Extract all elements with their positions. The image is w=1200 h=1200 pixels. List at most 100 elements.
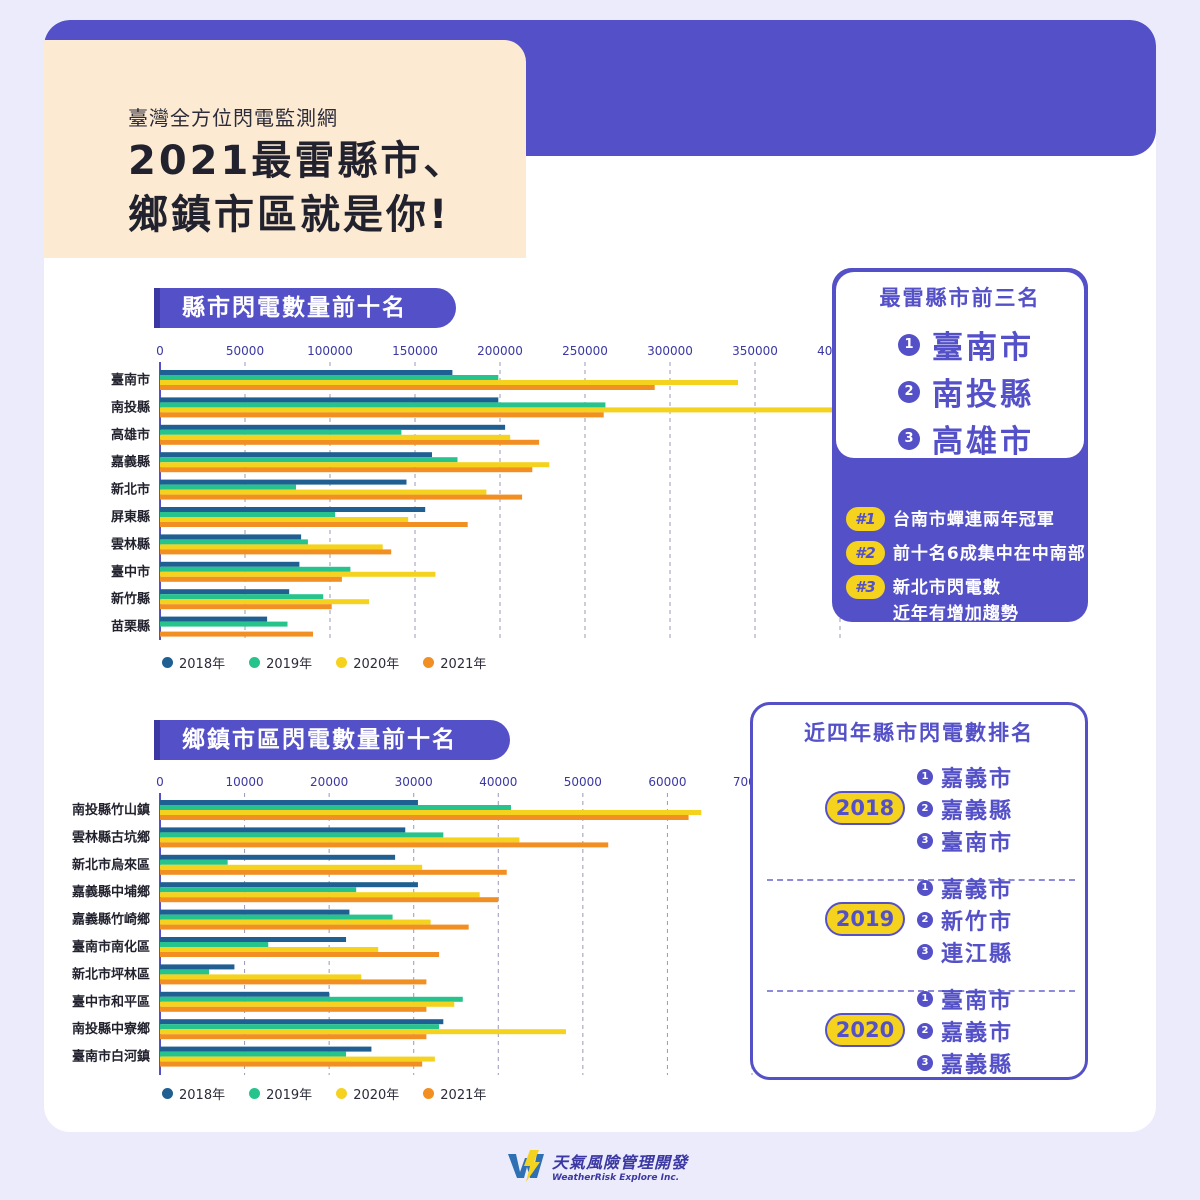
note-text-line-2: 近年有增加趨勢 bbox=[892, 604, 1019, 624]
county-bar-2021 bbox=[160, 412, 604, 418]
township-category-label: 嘉義縣中埔鄉 bbox=[71, 884, 150, 900]
ranking-name: 嘉義市 bbox=[941, 767, 1014, 792]
county-bar-2018 bbox=[160, 452, 432, 458]
county-x-tick-label: 350000 bbox=[732, 344, 778, 358]
ranking-item: 2 新竹市 bbox=[917, 904, 1013, 936]
top3-item-1: 1 臺南市 bbox=[898, 322, 1034, 367]
ranking-name: 嘉義市 bbox=[941, 1021, 1014, 1046]
legend-dot-2021 bbox=[423, 1088, 435, 1099]
county-x-tick-label: 250000 bbox=[562, 344, 608, 358]
township-bar-2021 bbox=[160, 842, 609, 848]
top3-name: 高雄市 bbox=[932, 424, 1034, 460]
legend-dot-2018 bbox=[162, 1088, 173, 1099]
township-bar-2019 bbox=[160, 805, 511, 810]
township-x-tick-label: 50000 bbox=[564, 775, 602, 789]
county-bar-2020 bbox=[160, 599, 370, 605]
township-bar-2021 bbox=[160, 1034, 427, 1040]
township-bar-2020 bbox=[160, 864, 423, 870]
township-bar-2020 bbox=[160, 810, 702, 815]
county-bar-2021 bbox=[160, 385, 655, 390]
county-category-label: 新竹縣 bbox=[111, 591, 150, 607]
ranking-item: 3 臺南市 bbox=[917, 825, 1013, 857]
ranking-group-2019: 2019 1 嘉義市 2 新竹市 3 連江縣 bbox=[753, 864, 1085, 972]
top3-name: 南投縣 bbox=[932, 377, 1034, 413]
township-bar-2021 bbox=[160, 979, 427, 985]
county-bar-2018 bbox=[160, 589, 290, 595]
township-bar-2021 bbox=[160, 897, 499, 903]
legend-2018: 2018年 bbox=[162, 653, 225, 672]
ranking-group-2020: 2020 1 臺南市 2 嘉義市 3 嘉義縣 bbox=[753, 975, 1085, 1083]
note-text: 前十名6成集中在中南部 bbox=[892, 544, 1086, 564]
note-text: 新北市閃電數 近年有增加趨勢 bbox=[893, 575, 1019, 627]
township-bar-2018 bbox=[160, 991, 330, 997]
headline-line-2: 鄉鎮市區就是你! bbox=[128, 192, 451, 238]
township-chart-legend: 2018年 2019年 2020年 2021年 bbox=[162, 1084, 486, 1103]
county-bar-2021 bbox=[160, 576, 342, 582]
township-bar-2021 bbox=[160, 815, 689, 820]
rank-number-badge: 2 bbox=[917, 1023, 933, 1039]
county-bar-2018 bbox=[160, 534, 302, 540]
ranking-item: 1 嘉義市 bbox=[917, 872, 1013, 904]
note-tag: #2 bbox=[846, 541, 885, 565]
county-bar-2019 bbox=[160, 429, 402, 435]
ranking-name: 臺南市 bbox=[941, 989, 1014, 1014]
rank-number-badge: 1 bbox=[898, 333, 920, 356]
top3-inner: 最雷縣市前三名 1 臺南市 2 南投縣 3 高雄市 bbox=[836, 272, 1084, 460]
legend-dot-2020 bbox=[336, 657, 348, 668]
township-category-label: 臺中市和平區 bbox=[72, 994, 150, 1010]
township-bar-2021 bbox=[160, 1006, 427, 1012]
legend-2020: 2020年 bbox=[336, 653, 399, 672]
township-bar-2018 bbox=[160, 1019, 444, 1025]
county-category-label: 臺南市 bbox=[111, 372, 150, 388]
county-bar-2018 bbox=[160, 507, 426, 512]
county-bar-2019 bbox=[160, 512, 336, 517]
note-tag: #3 bbox=[846, 575, 885, 599]
county-bar-2020 bbox=[160, 571, 436, 577]
ranking-item: 2 嘉義縣 bbox=[917, 793, 1013, 825]
county-bar-2021 bbox=[160, 604, 332, 610]
township-bar-2020 bbox=[160, 974, 362, 980]
rank-number-badge: 2 bbox=[898, 380, 920, 403]
ranking-name: 嘉義市 bbox=[941, 878, 1014, 903]
county-category-label: 南投縣 bbox=[111, 399, 150, 415]
brand-name-en: WeatherRisk Explore Inc. bbox=[552, 1173, 680, 1183]
year-badge: 2019 bbox=[825, 902, 905, 936]
township-x-tick-label: 30000 bbox=[395, 775, 433, 789]
rank-number-badge: 3 bbox=[898, 427, 920, 450]
county-bar-2019 bbox=[160, 594, 324, 600]
ranking-item: 3 嘉義縣 bbox=[917, 1047, 1013, 1079]
county-bar-2020 bbox=[160, 462, 550, 468]
county-category-label: 雲林縣 bbox=[111, 536, 150, 552]
legend-2020: 2020年 bbox=[336, 1084, 399, 1103]
county-bar-2019 bbox=[160, 457, 458, 463]
rank-number-badge: 3 bbox=[917, 944, 933, 960]
county-x-tick-label: 0 bbox=[156, 344, 164, 358]
township-bar-2019 bbox=[160, 887, 357, 893]
county-bar-2019 bbox=[160, 621, 288, 627]
township-bar-2019 bbox=[160, 942, 269, 947]
top3-item-2: 2 南投縣 bbox=[898, 369, 1034, 414]
township-bar-2019 bbox=[160, 996, 463, 1002]
township-bar-2018 bbox=[160, 1046, 372, 1052]
top3-name: 臺南市 bbox=[932, 330, 1034, 366]
note-tag: #1 bbox=[846, 507, 885, 531]
county-category-label: 高雄市 bbox=[111, 427, 150, 443]
county-category-label: 屏東縣 bbox=[111, 509, 150, 525]
township-bar-2020 bbox=[160, 919, 431, 925]
county-bar-2021 bbox=[160, 631, 313, 637]
legend-dot-2018 bbox=[162, 657, 173, 668]
township-category-label: 新北市坪林區 bbox=[72, 966, 150, 982]
rank-number-badge: 3 bbox=[917, 1055, 933, 1071]
county-bar-2019 bbox=[160, 566, 351, 572]
county-bar-2021 bbox=[160, 549, 392, 555]
legend-dot-2020 bbox=[336, 1088, 348, 1099]
ranking-item: 3 連江縣 bbox=[917, 936, 1013, 968]
ranking-item: 2 嘉義市 bbox=[917, 1015, 1013, 1047]
headline-line-1: 2021最雷縣市、 bbox=[128, 138, 467, 184]
township-category-label: 嘉義縣竹崎鄉 bbox=[71, 912, 150, 928]
ranking-item: 1 臺南市 bbox=[917, 983, 1013, 1015]
township-bar-2020 bbox=[160, 1001, 455, 1007]
county-category-label: 嘉義縣 bbox=[110, 454, 150, 470]
county-bar-2020 bbox=[160, 544, 383, 550]
